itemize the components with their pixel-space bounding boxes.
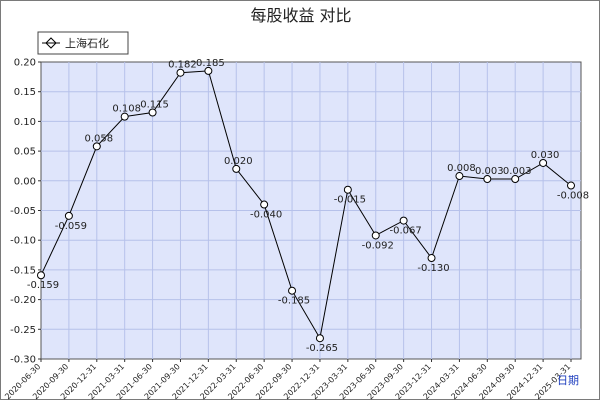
data-point	[288, 286, 297, 295]
data-label: 0.182	[168, 60, 197, 71]
chart-title: 每股收益 对比	[250, 6, 351, 25]
y-tick-label: 0.15	[14, 87, 36, 98]
data-point	[315, 334, 324, 343]
data-label: 0.108	[112, 104, 141, 115]
data-point	[92, 142, 101, 151]
legend-diamond-marker-icon	[45, 37, 57, 49]
data-label: -0.008	[557, 191, 589, 202]
data-point	[232, 164, 241, 173]
data-label: -0.059	[55, 221, 87, 232]
data-label: 0.003	[503, 166, 532, 177]
data-label: -0.130	[417, 263, 449, 274]
data-point	[483, 175, 492, 184]
data-label: 0.030	[531, 150, 560, 161]
legend-box	[37, 31, 129, 55]
y-tick-label: 0.20	[14, 58, 36, 69]
y-tick-label: 0.10	[14, 117, 36, 128]
y-tick-label: 0.00	[14, 176, 36, 187]
y-tick-label: -0.30	[10, 355, 36, 366]
y-tick-label: -0.05	[10, 206, 36, 217]
y-tick-label: -0.15	[10, 265, 36, 276]
data-point	[260, 200, 269, 209]
x-axis-ticks: 2020-06-302020-09-302020-12-312021-03-31…	[3, 359, 572, 401]
y-tick-label: -0.25	[10, 325, 36, 336]
data-label: -0.040	[250, 210, 282, 221]
data-label: 0.058	[84, 133, 113, 144]
legend: 上海石化	[37, 31, 129, 55]
data-label: 0.185	[196, 58, 225, 69]
series-line-layer	[37, 66, 575, 343]
y-tick-label: -0.10	[10, 236, 36, 247]
data-label: 0.008	[447, 163, 476, 174]
data-label: 0.003	[475, 166, 504, 177]
data-point	[64, 211, 73, 220]
data-label: 0.020	[224, 156, 253, 167]
data-point	[120, 112, 129, 121]
data-point	[511, 175, 520, 184]
data-label: -0.015	[334, 195, 366, 206]
data-label: -0.159	[27, 280, 59, 291]
data-label: -0.265	[306, 343, 338, 354]
data-labels: -0.159 -0.059 0.058 0.108 0.115 0.182 0.185 0.0…	[27, 58, 589, 354]
data-point	[37, 271, 45, 280]
y-axis-ticks: 0.20 0.15 0.10 0.05 0.00 -0.05 -0.10 -0.15 -0.20…	[10, 58, 41, 366]
data-point	[399, 216, 408, 225]
data-point	[148, 108, 157, 117]
grid	[41, 62, 581, 359]
data-label: 0.115	[140, 99, 169, 110]
data-point	[455, 172, 464, 181]
data-point	[427, 254, 436, 263]
x-axis-label: 日期	[557, 374, 579, 387]
data-point	[371, 231, 380, 240]
data-point	[343, 185, 352, 194]
data-point	[176, 68, 185, 77]
data-point	[567, 181, 575, 190]
legend-entry-shanghai-petrochem: 上海石化	[65, 36, 109, 50]
y-tick-label: -0.20	[10, 295, 36, 306]
y-tick-label: 0.05	[14, 147, 36, 158]
data-label: -0.067	[390, 226, 422, 237]
data-point	[539, 158, 548, 167]
series-line	[40, 70, 572, 340]
data-point	[204, 66, 213, 75]
data-label: -0.185	[278, 296, 310, 307]
data-label: -0.092	[362, 240, 394, 251]
